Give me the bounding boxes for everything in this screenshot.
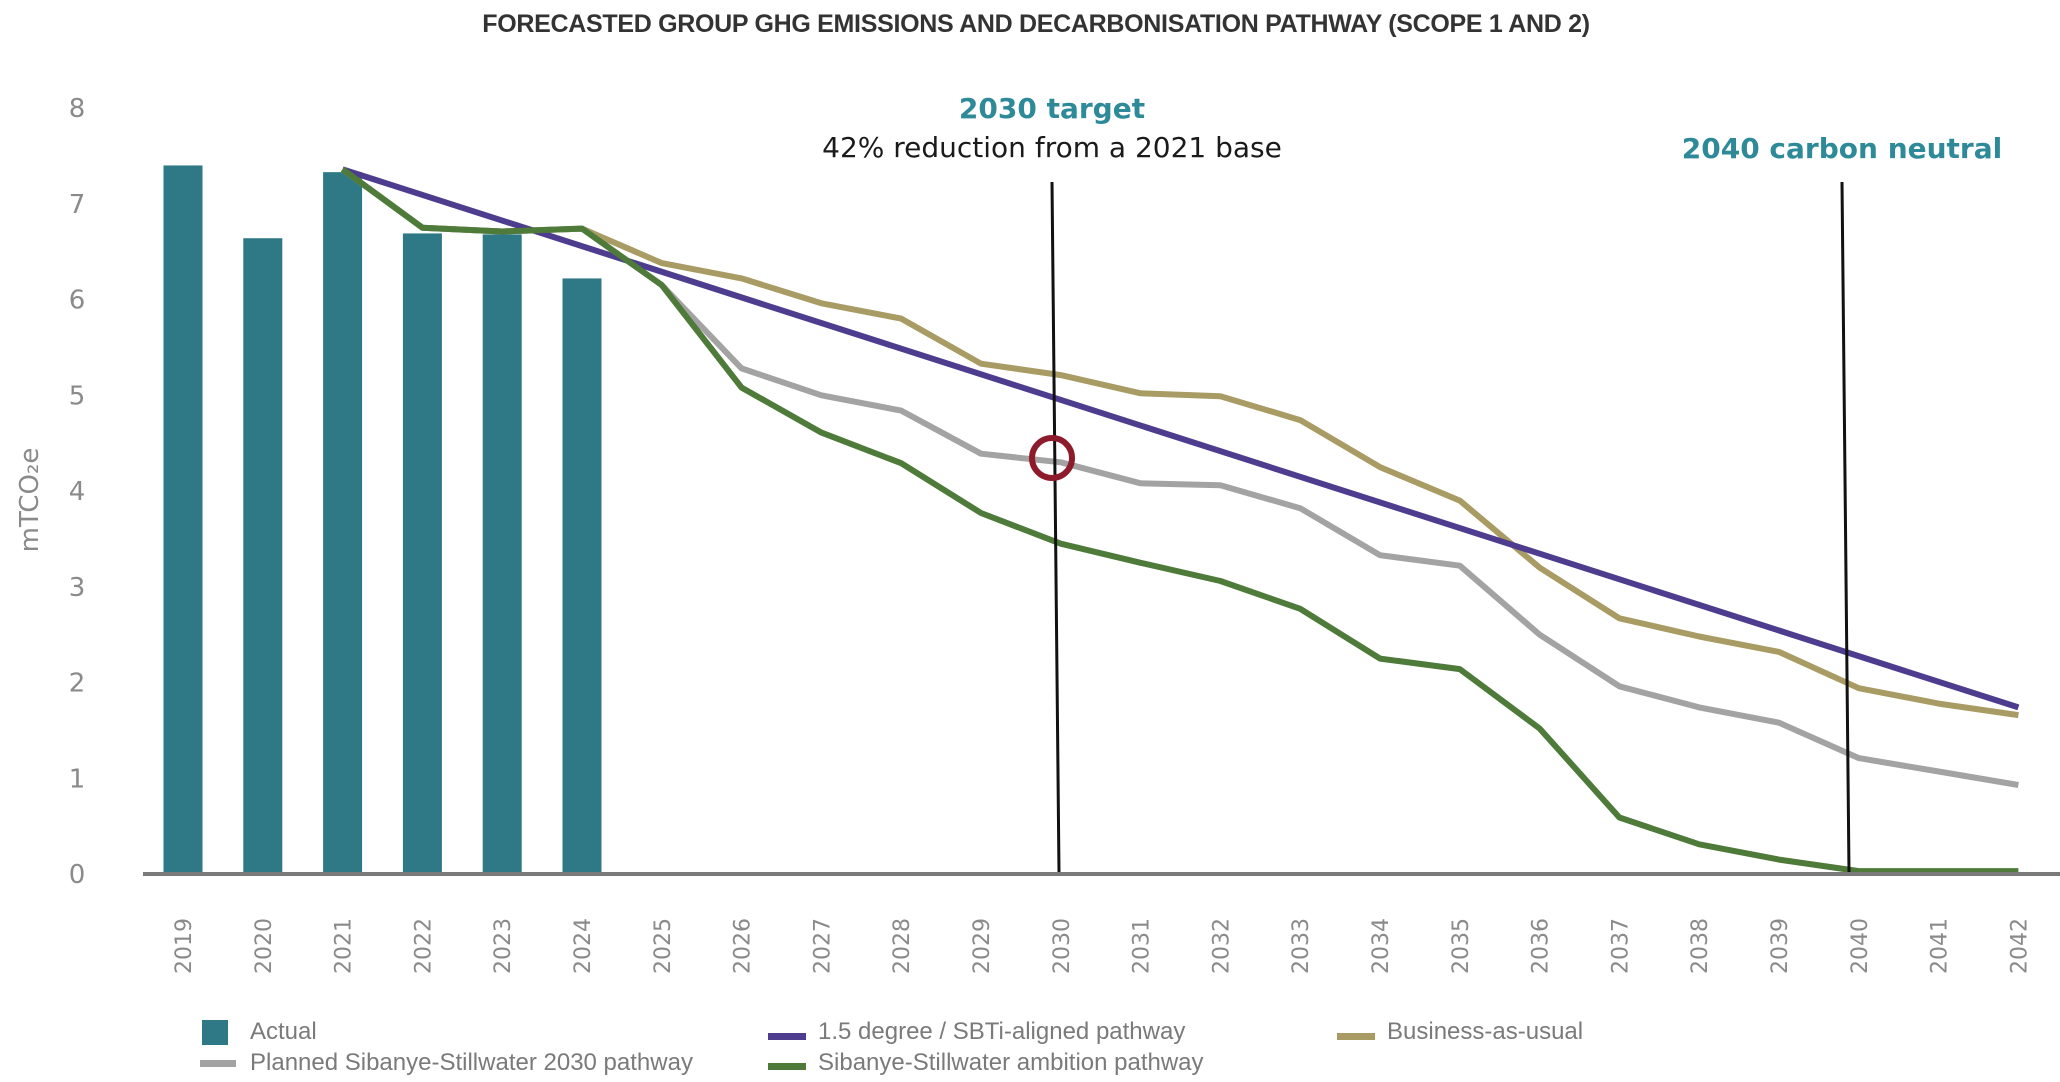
x-tick-label: 2041 <box>1928 918 1953 974</box>
y-axis-ticks: 0 1 2 3 4 5 6 7 8 <box>69 94 86 890</box>
annotation-2030: 2030 target 42% reduction from a 2021 ba… <box>822 92 1282 873</box>
annotation-2030-title: 2030 target <box>959 92 1145 125</box>
annotation-2030-subtitle: 42% reduction from a 2021 base <box>822 131 1282 164</box>
y-axis-label: mTCO₂e <box>15 448 45 553</box>
legend-swatch-ambition <box>768 1063 806 1070</box>
y-tick-label: 1 <box>69 764 86 794</box>
chart-title: FORECASTED GROUP GHG EMISSIONS AND DECAR… <box>482 10 1590 38</box>
y-tick-label: 4 <box>69 477 86 507</box>
x-tick-label: 2022 <box>411 918 436 974</box>
y-tick-label: 8 <box>69 94 86 124</box>
x-tick-label: 2033 <box>1289 918 1314 974</box>
actual-bar <box>163 165 203 874</box>
x-tick-label: 2027 <box>810 918 835 974</box>
x-tick-label: 2019 <box>172 918 197 974</box>
y-tick-label: 6 <box>69 286 86 316</box>
x-tick-label: 2034 <box>1369 918 1394 974</box>
actual-bar <box>482 234 522 874</box>
legend-item-planned: Planned Sibanye-Stillwater 2030 pathway <box>200 1049 693 1076</box>
y-tick-label: 2 <box>69 669 86 699</box>
x-tick-label: 2021 <box>332 918 357 974</box>
actual-bar <box>243 238 283 875</box>
x-tick-label: 2025 <box>651 918 676 974</box>
legend: Actual 1.5 degree / SBTi-aligned pathway… <box>200 1018 1583 1076</box>
x-tick-label: 2039 <box>1768 918 1793 974</box>
x-tick-label: 2032 <box>1209 918 1234 974</box>
legend-label-ambition: Sibanye-Stillwater ambition pathway <box>818 1049 1204 1076</box>
annotation-2040-title: 2040 carbon neutral <box>1682 132 2002 165</box>
x-tick-label: 2036 <box>1529 918 1554 974</box>
legend-swatch-bau <box>1337 1033 1375 1040</box>
legend-item-sbti: 1.5 degree / SBTi-aligned pathway <box>768 1018 1185 1045</box>
x-tick-label: 2040 <box>1848 918 1873 974</box>
ambition-pathway-line <box>340 166 2019 875</box>
x-tick-label: 2024 <box>571 918 596 974</box>
pathway-lines <box>340 166 2020 875</box>
legend-label-sbti: 1.5 degree / SBTi-aligned pathway <box>818 1018 1185 1045</box>
x-axis-ticks: 2019 2020 2021 2022 2023 2024 2025 2026 2027 2028… <box>172 918 2032 974</box>
x-tick-label: 2026 <box>731 918 756 974</box>
x-tick-label: 2030 <box>1050 918 1075 974</box>
actual-bar <box>562 278 602 874</box>
x-tick-label: 2042 <box>2007 918 2032 974</box>
x-tick-label: 2035 <box>1449 918 1474 974</box>
x-tick-label: 2031 <box>1130 918 1155 974</box>
legend-label-planned: Planned Sibanye-Stillwater 2030 pathway <box>250 1049 693 1076</box>
legend-item-actual: Actual <box>202 1018 317 1045</box>
legend-swatch-actual <box>202 1020 228 1045</box>
target-2030-marker-line <box>1050 181 1061 873</box>
legend-swatch-sbti <box>768 1033 806 1040</box>
actual-bar <box>323 172 363 875</box>
target-circle-marker <box>1029 435 1075 481</box>
y-tick-label: 5 <box>69 381 86 411</box>
y-tick-label: 7 <box>69 190 86 220</box>
x-tick-label: 2020 <box>252 918 277 974</box>
legend-label-bau: Business-as-usual <box>1387 1018 1583 1045</box>
x-tick-label: 2029 <box>970 918 995 974</box>
actual-bars <box>163 165 602 875</box>
annotation-2040: 2040 carbon neutral <box>1682 132 2002 873</box>
x-tick-label: 2023 <box>491 918 516 974</box>
x-tick-label: 2038 <box>1688 918 1713 974</box>
carbon-neutral-2040-marker-line <box>1840 181 1851 873</box>
y-tick-label: 3 <box>69 573 86 603</box>
x-tick-label: 2037 <box>1608 918 1633 974</box>
legend-item-bau: Business-as-usual <box>1337 1018 1583 1045</box>
legend-label-actual: Actual <box>250 1018 317 1045</box>
legend-swatch-planned <box>200 1060 236 1067</box>
actual-bar <box>402 233 442 874</box>
x-tick-label: 2028 <box>890 918 915 974</box>
legend-item-ambition: Sibanye-Stillwater ambition pathway <box>768 1049 1204 1076</box>
y-tick-label: 0 <box>69 860 86 890</box>
bau-line <box>340 166 2019 719</box>
